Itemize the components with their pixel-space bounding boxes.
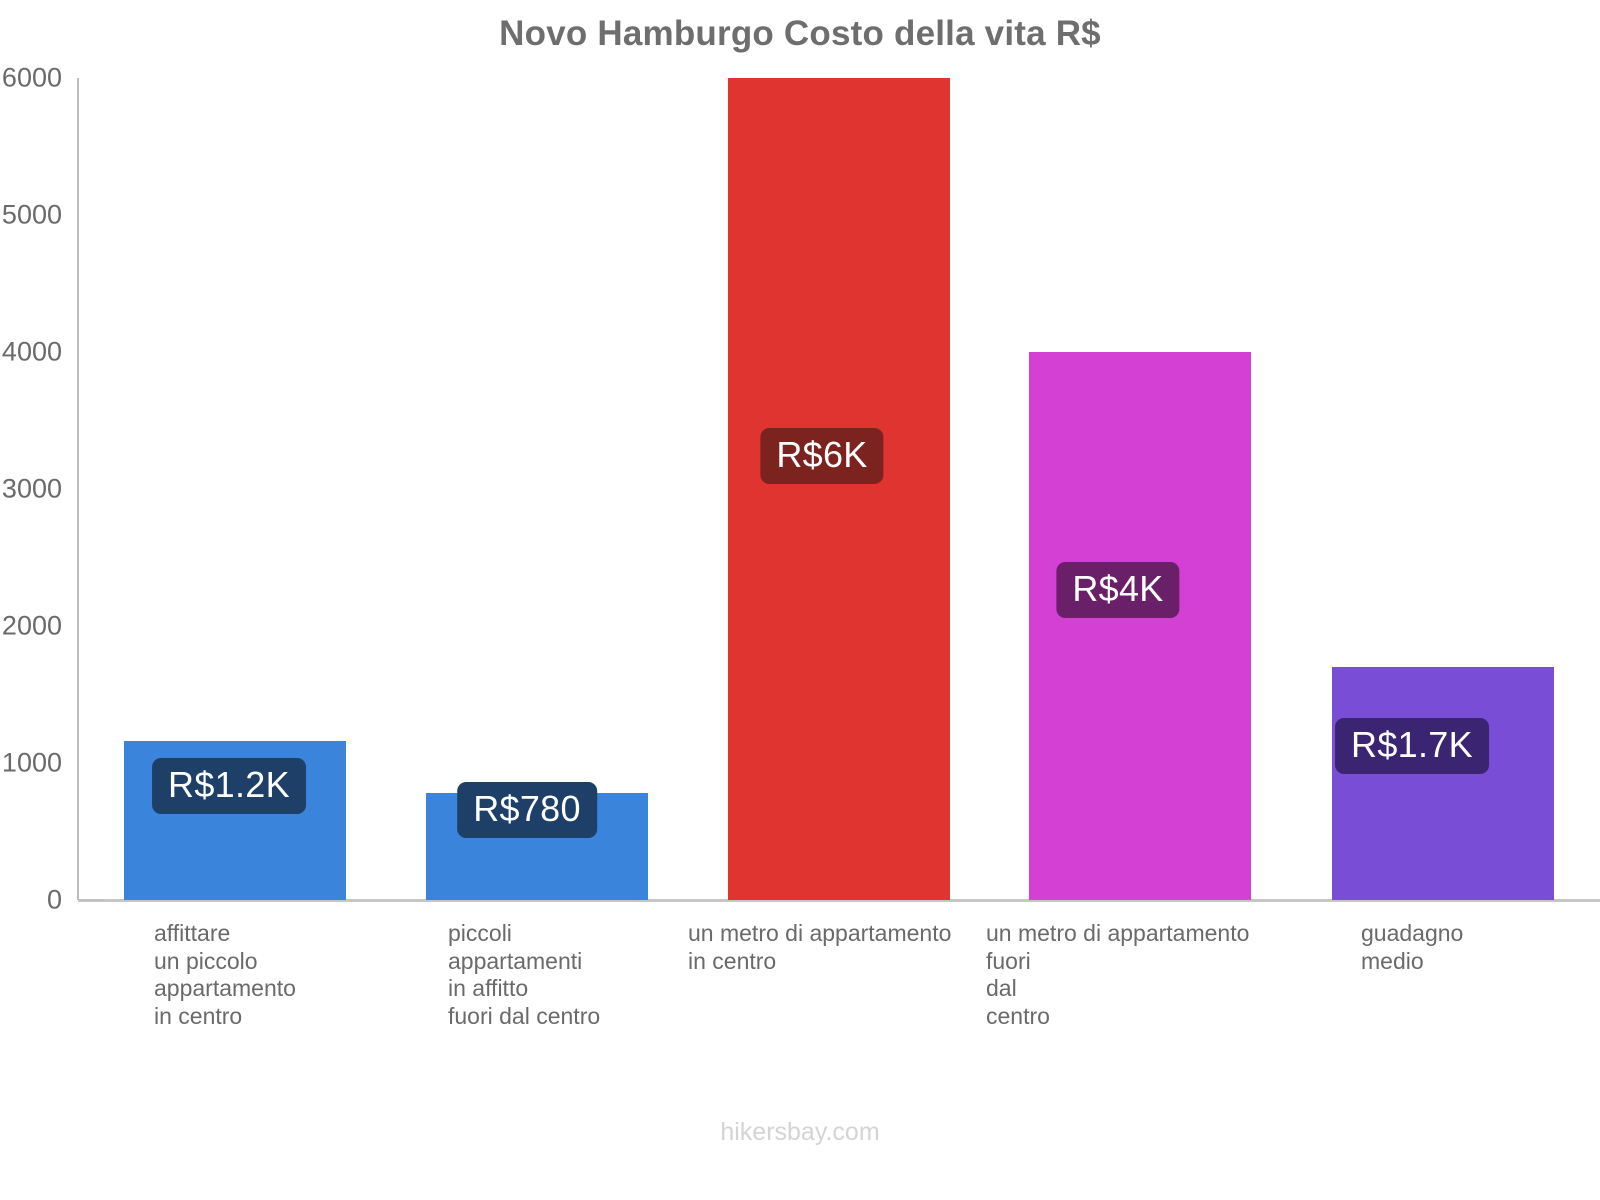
bar[interactable] — [728, 78, 950, 900]
y-axis-tick-label: 6000 — [1, 62, 62, 93]
x-axis-line — [78, 899, 1600, 902]
y-axis-tick-label: 1000 — [1, 747, 62, 778]
y-axis-line — [77, 78, 79, 900]
y-axis-tick-label: 5000 — [1, 199, 62, 230]
y-axis-tick-label: 4000 — [1, 336, 62, 367]
x-axis-category-label: affittare un piccolo appartamento in cen… — [154, 920, 296, 1029]
x-axis-category-label: un metro di appartamento in centro — [688, 920, 952, 974]
bar[interactable] — [1332, 667, 1554, 900]
source-watermark: hikersbay.com — [720, 1118, 880, 1146]
y-axis-tick-label: 3000 — [1, 473, 62, 504]
bar-value-label: R$4K — [1056, 562, 1180, 618]
bar-value-label: R$6K — [760, 428, 884, 484]
y-axis-tick-mark — [78, 899, 104, 901]
bar[interactable] — [1029, 352, 1251, 900]
chart-title: Novo Hamburgo Costo della vita R$ — [499, 14, 1101, 53]
bar-value-label: R$1.7K — [1335, 718, 1489, 774]
y-axis-tick-label: 2000 — [1, 610, 62, 641]
bar-value-label: R$780 — [457, 782, 597, 838]
y-axis-tick-label: 0 — [46, 884, 62, 915]
x-axis-category-label: un metro di appartamento fuori dal centr… — [986, 920, 1250, 1029]
x-axis-category-label: piccoli appartamenti in affitto fuori da… — [448, 920, 601, 1029]
x-axis-category-label: guadagno medio — [1361, 920, 1464, 974]
bar-value-label: R$1.2K — [152, 758, 306, 814]
